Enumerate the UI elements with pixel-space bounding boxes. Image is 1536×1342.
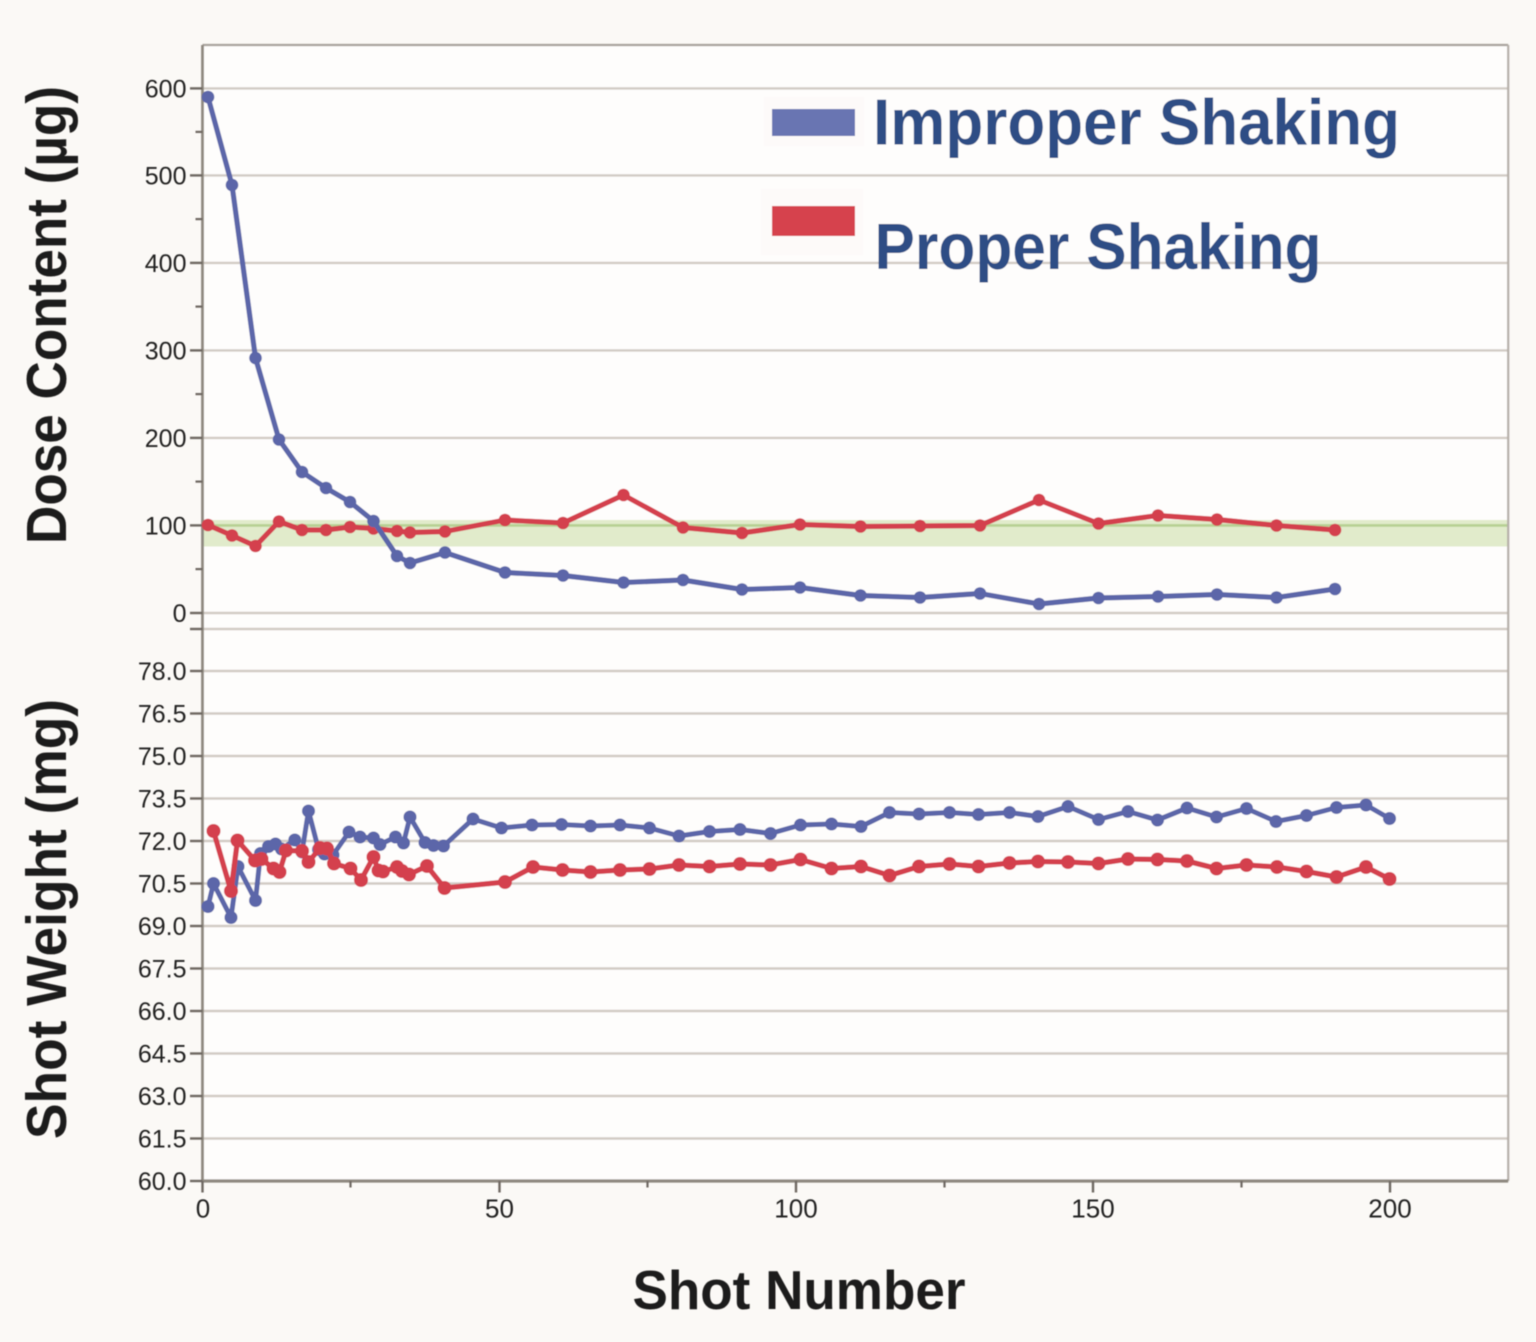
svg-text:600: 600 — [145, 75, 187, 103]
svg-text:500: 500 — [145, 162, 187, 190]
svg-text:300: 300 — [145, 337, 187, 365]
svg-text:50: 50 — [485, 1194, 514, 1224]
svg-text:66.0: 66.0 — [138, 998, 187, 1026]
svg-text:78.0: 78.0 — [138, 658, 187, 686]
svg-text:70.5: 70.5 — [138, 871, 187, 899]
svg-text:Improper Shaking: Improper Shaking — [873, 86, 1400, 159]
svg-text:0: 0 — [196, 1194, 210, 1224]
svg-text:72.0: 72.0 — [138, 828, 187, 856]
svg-text:63.0: 63.0 — [138, 1083, 187, 1111]
svg-text:400: 400 — [145, 250, 187, 278]
svg-text:69.0: 69.0 — [138, 913, 187, 941]
svg-text:67.5: 67.5 — [138, 956, 187, 984]
svg-text:75.0: 75.0 — [138, 743, 187, 771]
svg-text:100: 100 — [145, 512, 187, 540]
svg-text:64.5: 64.5 — [138, 1041, 187, 1069]
svg-text:73.5: 73.5 — [138, 786, 187, 814]
svg-text:100: 100 — [774, 1194, 817, 1224]
svg-text:0: 0 — [173, 600, 187, 628]
svg-text:200: 200 — [145, 425, 187, 453]
svg-text:150: 150 — [1071, 1194, 1114, 1224]
svg-text:Proper Shaking: Proper Shaking — [875, 210, 1322, 283]
svg-text:Dose Content (µg): Dose Content (µg) — [15, 86, 79, 544]
svg-text:76.5: 76.5 — [138, 701, 187, 729]
svg-text:200: 200 — [1368, 1194, 1411, 1224]
svg-text:Shot Weight (mg): Shot Weight (mg) — [15, 699, 79, 1139]
svg-text:60.0: 60.0 — [138, 1168, 187, 1196]
svg-text:61.5: 61.5 — [138, 1126, 187, 1154]
svg-text:Shot Number: Shot Number — [633, 1259, 966, 1321]
